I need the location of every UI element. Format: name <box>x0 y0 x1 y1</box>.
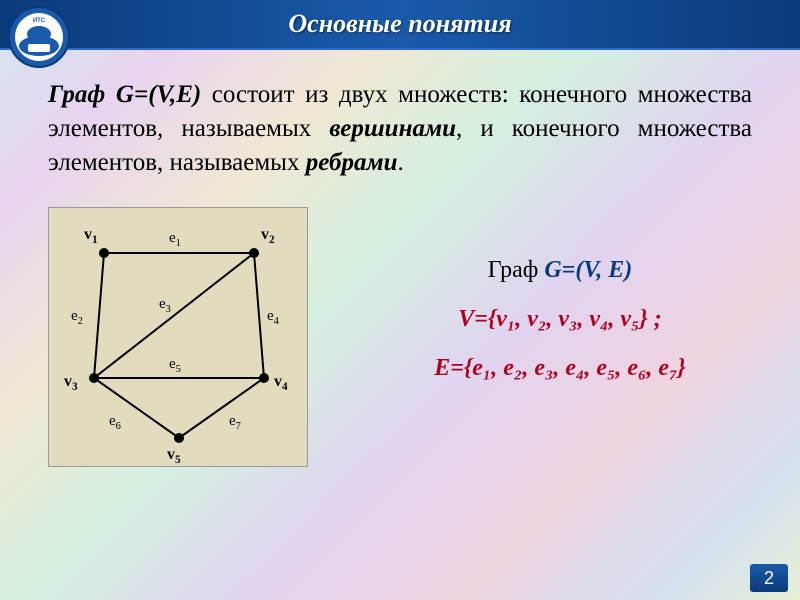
graph-diagram: e1 e2 e3 e4 e5 e6 e7 v1 v2 v3 v4 v5 <box>48 207 308 467</box>
formula-g: G=(V, E) <box>544 257 632 283</box>
edge-label-e6: e6 <box>109 413 121 432</box>
page-title: Основные понятия <box>288 9 511 39</box>
vertex-v4 <box>259 373 269 383</box>
vertex-label-v2: v2 <box>261 226 275 246</box>
vertex-v1 <box>99 248 109 258</box>
term-graph: Граф <box>48 81 116 108</box>
svg-text:ИТС: ИТС <box>33 18 46 24</box>
page-number: 2 <box>750 564 788 592</box>
formula-edges: E={e₁, e₂, e₃, e₄, e₅, e₆, e₇} <box>368 355 752 382</box>
edge-label-e1: e1 <box>169 230 181 249</box>
def-text3: . <box>398 149 404 176</box>
edge-label-e2: e2 <box>71 308 83 327</box>
vertex-label-v1: v1 <box>84 226 98 246</box>
formulas: Граф G=(V, E) V={v₁, v₂, v₃, v₄, v₅} ; E… <box>308 207 752 404</box>
edge-label-e5: e5 <box>169 356 181 375</box>
definition-text: Граф G=(V,E) состоит из двух множеств: к… <box>48 78 752 179</box>
term-vertices: вершинами <box>329 115 456 142</box>
formula-graph: Граф G=(V, E) <box>368 257 752 284</box>
logo: ИТС <box>8 6 70 68</box>
content: Граф G=(V,E) состоит из двух множеств: к… <box>0 50 800 467</box>
formula-vertices: V={v₁, v₂, v₃, v₄, v₅} ; <box>368 306 752 333</box>
header: ИТС Основные понятия <box>0 0 800 50</box>
vertex-label-v4: v4 <box>274 373 288 393</box>
edge-label-e3: e3 <box>159 296 171 315</box>
term-edges: ребрами <box>306 149 398 176</box>
vertex-v2 <box>249 248 259 258</box>
graph-formula: G=(V,E) <box>116 81 201 108</box>
vertex-label-v5: v5 <box>167 446 181 466</box>
vertex-v5 <box>174 433 184 443</box>
diagram-area: e1 e2 e3 e4 e5 e6 e7 v1 v2 v3 v4 v5 Граф G=(V, E) V… <box>48 207 752 467</box>
formula-prefix: Граф <box>488 257 545 283</box>
edge-label-e7: e7 <box>229 413 241 432</box>
vertex-v3 <box>89 373 99 383</box>
edge-label-e4: e4 <box>267 308 279 327</box>
vertex-label-v3: v3 <box>64 373 78 393</box>
